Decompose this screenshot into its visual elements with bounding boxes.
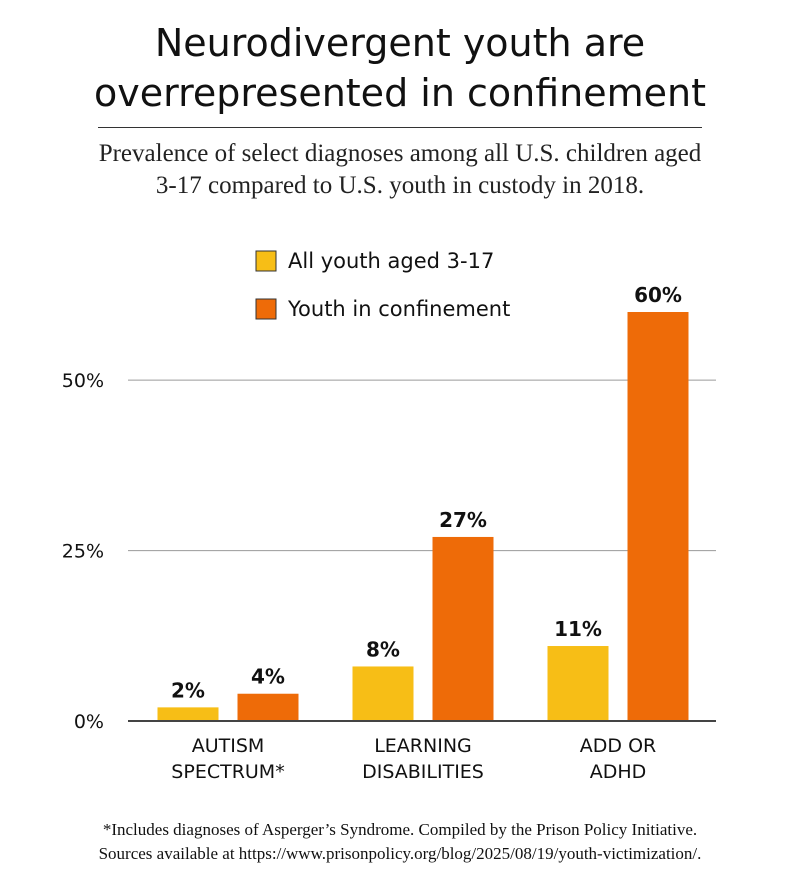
- legend-label-0: All youth aged 3-17: [288, 249, 494, 273]
- subtitle-line-1: Prevalence of select diagnoses among all…: [98, 140, 702, 167]
- footnote: *Includes diagnoses of Asperger’s Syndro…: [0, 818, 800, 866]
- legend-swatch-1: [255, 298, 277, 320]
- title-divider: [98, 127, 702, 128]
- data-label-series0-cat1: 8%: [366, 637, 400, 661]
- data-label-series1-cat1: 27%: [439, 508, 487, 532]
- subtitle-line-2: 3-17 compared to U.S. youth in custody i…: [155, 172, 645, 199]
- bar-series0-cat0: [157, 707, 219, 721]
- chart-subtitle: Prevalence of select diagnoses among all…: [0, 138, 800, 202]
- category-label-1-line-1: DISABILITIES: [362, 761, 484, 783]
- data-label-series1-cat2: 60%: [634, 283, 682, 307]
- bar-series1-cat2: [627, 312, 689, 721]
- y-tick-label-0: 0%: [74, 711, 104, 733]
- bar-series1-cat1: [432, 536, 494, 721]
- category-label-1-line-0: LEARNING: [374, 735, 472, 757]
- category-label-0-line-0: AUTISM: [192, 735, 265, 757]
- data-label-series0-cat0: 2%: [171, 678, 205, 702]
- title-line-2: overrepresented in confinement: [94, 71, 706, 115]
- data-label-series1-cat0: 4%: [251, 665, 285, 689]
- legend-label-1: Youth in confinement: [287, 297, 510, 321]
- category-label-2-line-0: ADD OR: [580, 735, 656, 757]
- category-label-0-line-1: SPECTRUM*: [171, 761, 284, 783]
- y-tick-label-2: 50%: [62, 370, 104, 392]
- footnote-line-2: Sources available at https://www.prisonp…: [98, 844, 702, 863]
- category-label-2-line-1: ADHD: [590, 761, 647, 783]
- bar-series0-cat1: [352, 666, 414, 721]
- y-tick-label-1: 25%: [62, 541, 104, 563]
- chart-title: Neurodivergent youth are overrepresented…: [0, 18, 800, 118]
- footnote-line-1: *Includes diagnoses of Asperger’s Syndro…: [102, 820, 698, 839]
- bar-series0-cat2: [547, 646, 609, 721]
- legend-swatch-0: [255, 250, 277, 272]
- data-label-series0-cat2: 11%: [554, 617, 602, 641]
- bar-series1-cat0: [237, 693, 299, 721]
- title-line-1: Neurodivergent youth are: [154, 21, 646, 65]
